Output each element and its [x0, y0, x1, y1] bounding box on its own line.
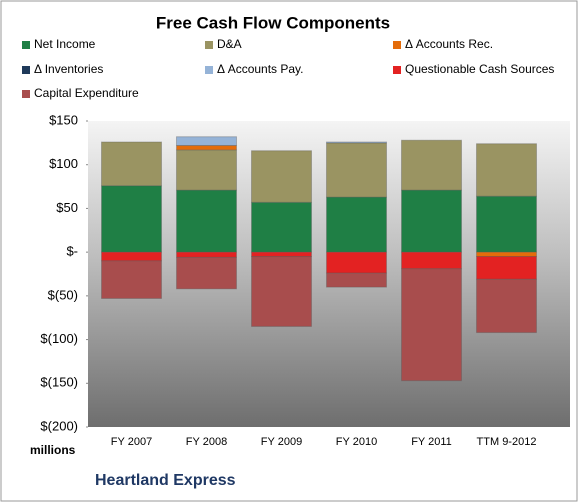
legend-swatch	[22, 90, 30, 98]
y-tick-label: $(150)	[40, 375, 78, 390]
legend-swatch	[393, 66, 401, 74]
bar-segment	[476, 251, 537, 258]
bar-segment	[401, 268, 462, 382]
y-tick-label: $100	[49, 156, 78, 171]
x-tick-label: TTM 9-2012	[477, 436, 537, 448]
bar-segment	[401, 139, 462, 191]
x-tick-label: FY 2011	[411, 436, 452, 448]
legend-label: Δ Accounts Pay.	[217, 62, 304, 76]
bar-segment	[326, 141, 387, 144]
x-tick-label: FY 2010	[336, 436, 377, 448]
bar-segment	[326, 272, 387, 288]
y-tick-label: $(200)	[40, 418, 78, 433]
chart-title: Free Cash Flow Components	[156, 13, 390, 32]
legend-label: Capital Expenditure	[34, 86, 139, 100]
x-tick-label: FY 2007	[111, 436, 152, 448]
bar-segment	[326, 251, 387, 274]
y-tick-label: $150	[49, 112, 78, 127]
bar-segment	[101, 260, 162, 299]
legend-swatch	[205, 66, 213, 74]
bar-segment	[251, 251, 312, 258]
bar-segment	[476, 256, 537, 280]
legend-swatch	[22, 41, 30, 49]
legend-label: Net Income	[34, 37, 96, 51]
bar-segment	[401, 189, 462, 253]
bar-segment	[476, 143, 537, 197]
bar-segment	[251, 150, 312, 203]
x-tick-label: FY 2009	[261, 436, 302, 448]
bar-segment	[101, 141, 162, 187]
bar-segment	[251, 201, 312, 253]
bar-segment	[476, 195, 537, 253]
bar-segment	[176, 144, 237, 151]
y-tick-label: $-	[66, 244, 78, 259]
footer: Heartland Express	[95, 472, 236, 489]
bar-segment	[176, 256, 237, 290]
legend-swatch	[205, 41, 213, 49]
y-tick-label: $50	[56, 200, 78, 215]
unit-label: millions	[30, 443, 76, 457]
legend-swatch	[22, 66, 30, 74]
legend-label: Δ Inventories	[34, 62, 103, 76]
bar-segment	[176, 136, 237, 146]
legend-label: D&A	[217, 37, 242, 51]
bar-segment	[101, 185, 162, 253]
bar-segment	[326, 142, 387, 198]
bar-segment	[176, 149, 237, 191]
bar-segment	[101, 251, 162, 262]
bar-segment	[251, 256, 312, 327]
legend-swatch	[393, 41, 401, 49]
bar-segment	[326, 196, 387, 253]
bar-segment	[176, 189, 237, 253]
y-tick-label: $(100)	[40, 331, 78, 346]
legend-label: Δ Accounts Rec.	[405, 37, 493, 51]
bar-segment	[476, 278, 537, 334]
legend-label: Questionable Cash Sources	[405, 62, 554, 76]
bar-segment	[176, 251, 237, 258]
x-tick-label: FY 2008	[186, 436, 227, 448]
y-tick-label: $(50)	[48, 287, 78, 302]
bar-segment	[401, 251, 462, 270]
